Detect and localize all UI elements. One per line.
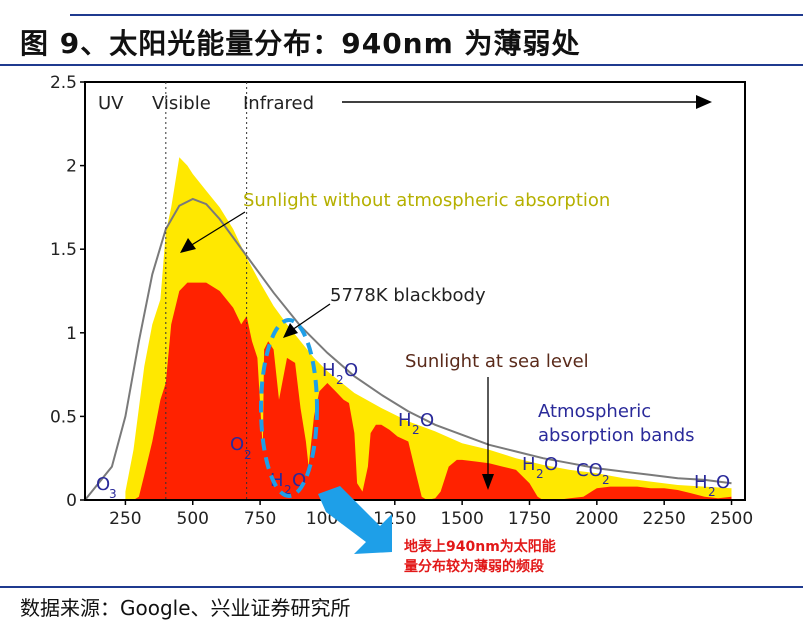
- sea-level-label: Sunlight at sea level: [405, 351, 589, 372]
- svg-text:2: 2: [336, 373, 344, 387]
- without-atm-pointer-head: [180, 238, 196, 253]
- molecule-co2: CO 2: [576, 460, 610, 487]
- plot-frame: [84, 81, 746, 501]
- molecule-h2o-5: H 2 O: [694, 472, 730, 499]
- atm-bands-label-1: Atmospheric: [538, 401, 651, 422]
- y-tick-label: 1.5: [50, 240, 77, 260]
- x-tick-label: 1750: [508, 509, 551, 529]
- top-rule: [70, 14, 803, 16]
- svg-text:2: 2: [244, 448, 252, 462]
- visible-label: Visible: [152, 93, 211, 114]
- uv-label: UV: [98, 93, 124, 114]
- 940nm-note-line-2: 量分布较为薄弱的频段: [404, 558, 544, 575]
- plot-lines: [84, 197, 732, 501]
- svg-text:O: O: [420, 410, 434, 431]
- blackbody-pointer: [291, 303, 331, 331]
- x-tick-label: 2500: [710, 509, 753, 529]
- atm-bands-label-2: absorption bands: [538, 425, 695, 446]
- infrared-label: Infrared: [243, 93, 314, 114]
- svg-text:2: 2: [284, 483, 292, 497]
- plot-areas: [125, 157, 732, 500]
- y-tick-label: 2: [66, 157, 77, 177]
- x-tick-label: 750: [244, 509, 276, 529]
- y-axis: 0 0.5 1 1.5 2 2.5: [50, 73, 85, 511]
- footer-rule: [0, 586, 803, 588]
- x-tick-label: 2250: [643, 509, 686, 529]
- without-atm-label: Sunlight without atmospheric absorption: [243, 190, 610, 211]
- source-note: 数据来源：Google、兴业证券研究所: [20, 596, 351, 620]
- x-tick-label: 1500: [441, 509, 484, 529]
- sea-level-pointer-head: [482, 474, 494, 490]
- x-tick-label: 2000: [575, 509, 618, 529]
- svg-text:H: H: [522, 454, 536, 475]
- svg-text:O: O: [344, 360, 358, 381]
- molecule-h2o-2: H 2 O: [322, 360, 358, 387]
- 940nm-note-line-1: 地表上940nm为太阳能: [404, 538, 556, 555]
- svg-text:2: 2: [412, 423, 420, 437]
- molecule-o3: O 3: [96, 474, 117, 501]
- y-tick-label: 1: [66, 324, 77, 344]
- infrared-arrow-head: [696, 95, 712, 109]
- series-5778k-blackbody: [84, 197, 732, 501]
- x-tick-label: 500: [177, 509, 209, 529]
- svg-text:H: H: [322, 360, 336, 381]
- blackbody-label: 5778K blackbody: [330, 285, 486, 306]
- svg-text:O: O: [96, 474, 110, 495]
- molecule-h2o-4: H 2 O: [522, 454, 558, 481]
- svg-text:2: 2: [536, 467, 544, 481]
- svg-text:H: H: [694, 472, 708, 493]
- svg-text:2: 2: [708, 485, 716, 499]
- y-tick-label: 0.5: [50, 407, 77, 427]
- y-tick-label: 2.5: [50, 73, 77, 93]
- svg-text:2: 2: [602, 473, 610, 487]
- 940nm-highlight-ellipse: [259, 318, 319, 498]
- series-sunlight-at-sea-level: [125, 282, 732, 500]
- svg-text:3: 3: [109, 487, 117, 501]
- molecule-o2: O 2: [230, 434, 252, 462]
- without-atm-pointer: [189, 211, 246, 247]
- molecule-h2o-3: H 2 O: [398, 410, 434, 437]
- x-axis: 250 500 750 1000 1250 1500 1750 2000 2250 2500: [109, 500, 753, 529]
- blackbody-pointer-head: [283, 323, 298, 338]
- svg-text:O: O: [716, 472, 730, 493]
- y-tick-label: 0: [66, 491, 77, 511]
- region-markers: UV Visible Infrared: [98, 82, 712, 500]
- svg-text:H: H: [398, 410, 412, 431]
- 940nm-callout-arrow: [318, 486, 392, 554]
- solar-spectrum-chart: 00.511.522.5 250 500 750 1000 1250 1500 1750 20…: [50, 73, 753, 575]
- svg-text:O: O: [230, 434, 244, 455]
- figure-title: 图 9、太阳光能量分布：940nm 为薄弱处: [20, 27, 581, 60]
- title-rule: [0, 64, 803, 66]
- svg-text:O: O: [544, 454, 558, 475]
- x-tick-label: 250: [109, 509, 141, 529]
- svg-text:H: H: [270, 470, 284, 491]
- svg-text:CO: CO: [576, 460, 603, 481]
